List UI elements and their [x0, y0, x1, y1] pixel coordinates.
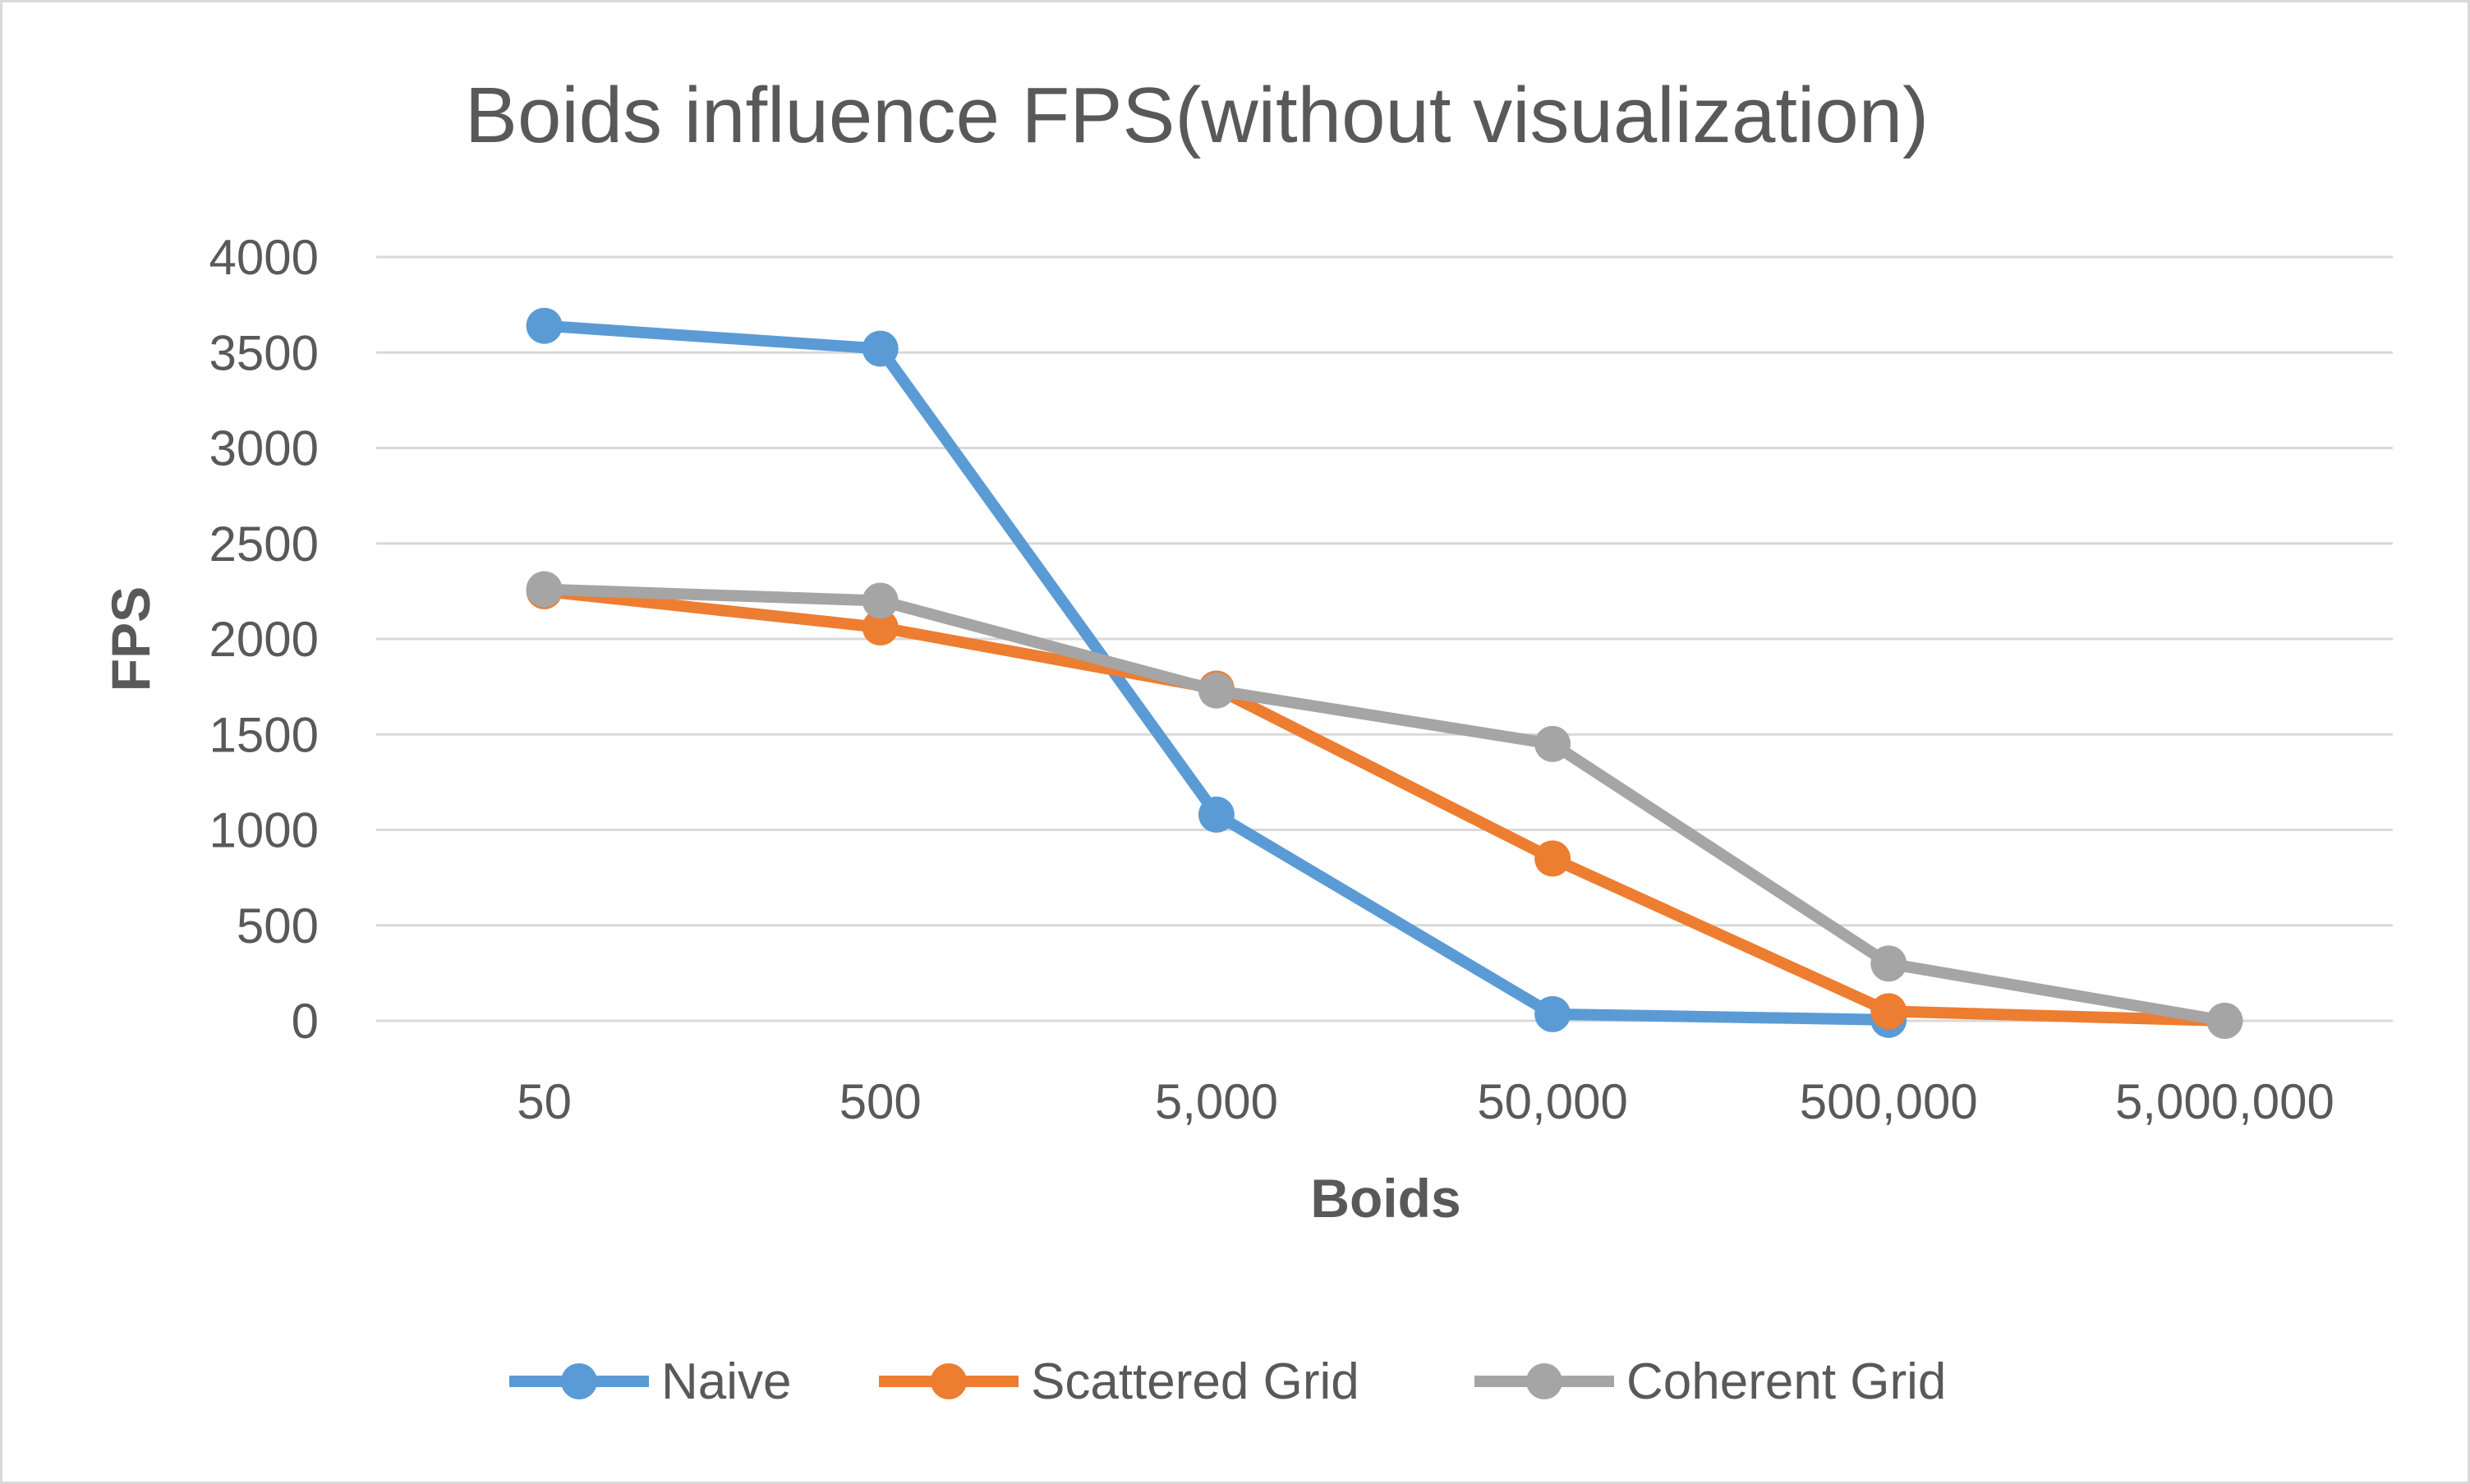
data-series [526, 307, 2243, 1039]
y-tick-label: 3000 [209, 421, 319, 476]
data-point [862, 330, 899, 367]
legend-marker [561, 1363, 597, 1399]
x-tick-label: 50,000 [1477, 1074, 1628, 1129]
y-tick-label: 500 [237, 898, 319, 953]
x-tick-label: 500 [839, 1074, 922, 1129]
series-line [538, 585, 2231, 1027]
legend: Naive Scattered Grid Coherent Grid [509, 1353, 1946, 1410]
y-tick-label: 0 [292, 994, 319, 1049]
data-point [1534, 995, 1571, 1032]
data-point [1198, 672, 1235, 709]
x-tick-label: 50 [517, 1074, 572, 1129]
data-point [1870, 945, 1907, 982]
x-tick-label: 5,000 [1155, 1074, 1278, 1129]
data-point [526, 307, 563, 344]
x-axis-title: Boids [1310, 1168, 1460, 1229]
data-point [1198, 796, 1235, 833]
y-tick-label: 1000 [209, 803, 319, 858]
legend-item: Scattered Grid [879, 1353, 1359, 1410]
gridlines [376, 255, 2393, 1022]
y-axis-ticks: 0 500 1000 1500 2000 2500 3000 3500 4000 [209, 230, 319, 1049]
legend-label: Naive [661, 1353, 792, 1410]
series-line [538, 583, 2231, 1027]
data-point [2206, 1003, 2243, 1039]
y-axis-title: FPS [100, 586, 161, 691]
x-tick-label: 500,000 [1800, 1074, 1978, 1129]
y-tick-label: 2500 [209, 517, 319, 572]
series-scattered-grid [526, 572, 2243, 1039]
legend-marker [1526, 1363, 1562, 1399]
data-point [1534, 725, 1571, 762]
legend-label: Coherent Grid [1626, 1353, 1946, 1410]
legend-marker [931, 1363, 967, 1399]
y-tick-label: 3500 [209, 325, 319, 380]
x-tick-label: 5,000,000 [2115, 1074, 2334, 1129]
series-coherent-grid [526, 571, 2243, 1039]
y-tick-label: 4000 [209, 230, 319, 285]
data-point [862, 582, 899, 619]
data-point [1870, 993, 1907, 1030]
chart-title: Boids influence FPS(without visualizatio… [465, 71, 1929, 159]
legend-item: Naive [509, 1353, 792, 1410]
y-tick-label: 1500 [209, 707, 319, 762]
data-point [1534, 840, 1571, 877]
y-tick-label: 2000 [209, 612, 319, 667]
legend-label: Scattered Grid [1031, 1353, 1359, 1410]
x-axis-ticks: 50 500 5,000 50,000 500,000 5,000,000 [517, 1074, 2334, 1129]
legend-item: Coherent Grid [1474, 1353, 1946, 1410]
data-point [862, 609, 899, 646]
data-point [526, 571, 563, 608]
